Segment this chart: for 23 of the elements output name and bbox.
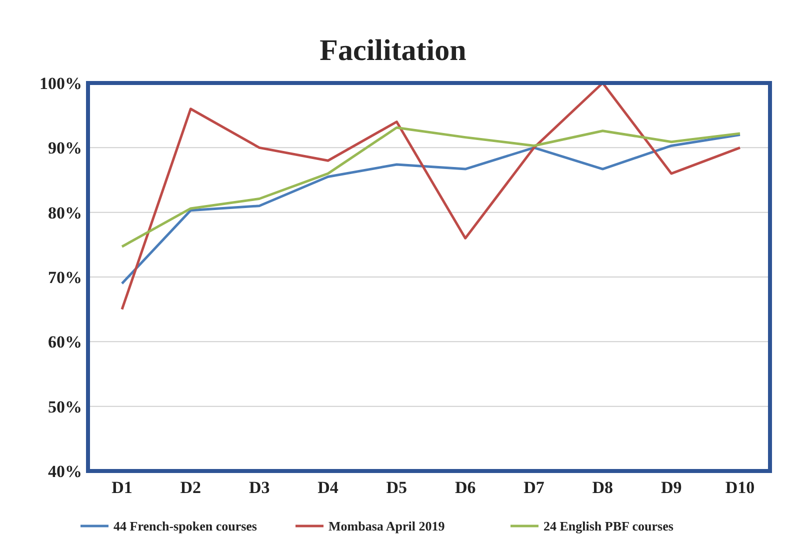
y-tick-label: 60% xyxy=(48,332,82,352)
y-tick-label: 50% xyxy=(48,397,82,416)
x-tick-label: D5 xyxy=(386,478,408,497)
chart-title: Facilitation xyxy=(320,34,467,67)
x-tick-label: D1 xyxy=(112,478,132,497)
x-tick-label: D10 xyxy=(725,478,755,497)
x-tick-label: D2 xyxy=(180,478,202,497)
legend-label: Mombasa April 2019 xyxy=(328,518,446,534)
y-tick-label: 100% xyxy=(40,74,82,93)
x-tick-label: D4 xyxy=(318,478,339,497)
line-series xyxy=(120,126,742,248)
y-tick-label: 70% xyxy=(48,268,82,287)
x-tick-label: D7 xyxy=(524,478,545,497)
x-tick-label: D3 xyxy=(248,478,270,497)
legend-label: 24 English PBF courses xyxy=(544,518,674,534)
x-tick-label: D8 xyxy=(592,478,614,497)
legend-label: 44 French-spoken courses xyxy=(114,518,257,534)
y-tick-label: 90% xyxy=(48,138,82,158)
y-tick-label: 40% xyxy=(48,462,82,481)
y-tick-label: 80% xyxy=(48,203,82,222)
line-series xyxy=(120,133,742,285)
x-tick-label: D6 xyxy=(454,478,476,497)
x-tick-label: D9 xyxy=(660,478,682,497)
